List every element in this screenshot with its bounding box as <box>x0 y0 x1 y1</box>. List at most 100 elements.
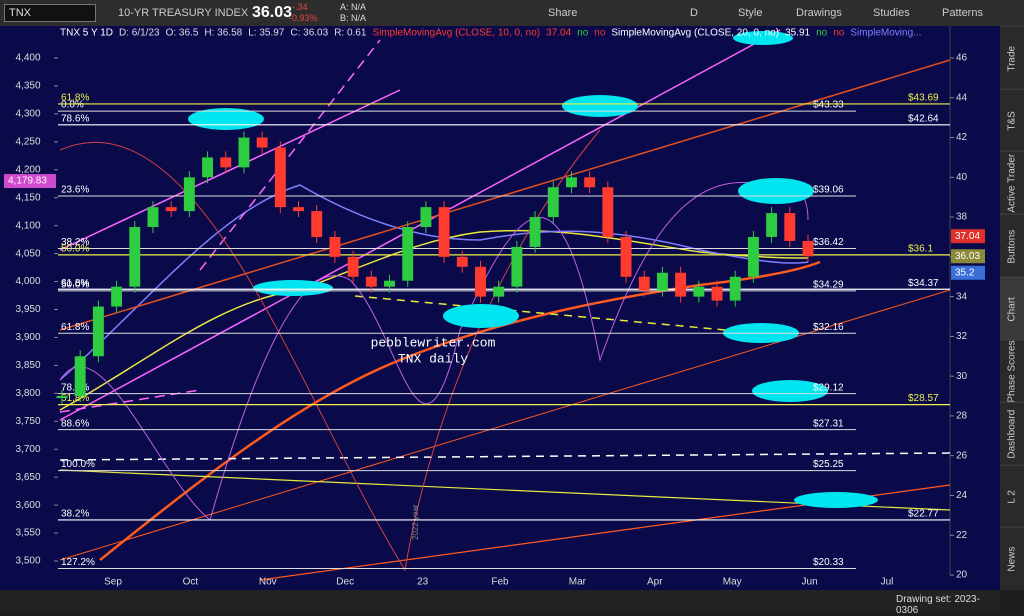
price-tag-label: 35.2 <box>955 267 975 278</box>
legend-text: R: 0.61 <box>334 28 367 39</box>
candle <box>129 227 141 287</box>
studies-button[interactable]: Studies <box>873 7 910 19</box>
candle <box>747 236 759 277</box>
sidebar-tab[interactable]: Chart <box>1000 276 1024 341</box>
candle <box>256 137 268 148</box>
symbol-input[interactable]: TNX <box>4 4 96 22</box>
candle <box>438 207 450 257</box>
y-tick-label: 3,550 <box>15 528 40 539</box>
candle <box>384 280 395 287</box>
price-tag-label: 36.03 <box>955 251 980 262</box>
price-tag <box>951 265 985 280</box>
legend-text: SimpleMoving... <box>850 28 921 39</box>
y-tick-label: 3,950 <box>15 304 40 315</box>
y2-tick-label: 34 <box>956 291 968 302</box>
extension-price: $36.1 <box>908 243 933 254</box>
y2-tick-label: 38 <box>956 212 968 223</box>
fib-price: $27.31 <box>813 418 844 429</box>
candle <box>420 207 432 228</box>
candle <box>74 356 86 397</box>
left-price-tag <box>4 174 56 189</box>
candle <box>675 272 687 297</box>
fib-pct: 0.0% <box>61 100 84 111</box>
candle <box>220 157 232 168</box>
candle <box>402 227 414 281</box>
candle <box>347 256 359 277</box>
sidebar-tab[interactable]: Phase Scores <box>1000 339 1024 403</box>
candle <box>693 286 705 297</box>
legend-text: O: 36.5 <box>166 28 199 39</box>
description: 10-YR TREASURY INDEX <box>118 7 249 19</box>
x-tick-label: Oct <box>183 577 199 588</box>
candle <box>547 187 559 218</box>
sidebar-tab[interactable]: L 2 <box>1000 464 1024 529</box>
candle <box>529 217 541 247</box>
fib-price: $34.29 <box>813 279 844 290</box>
sidebar-tab[interactable]: News <box>1000 527 1024 591</box>
bid: B: N/A <box>340 13 367 23</box>
y2-tick-label: 28 <box>956 411 968 422</box>
extension-price: $28.57 <box>908 393 939 404</box>
fib-pct: 38.2% <box>61 237 89 248</box>
fib-price: $25.25 <box>813 459 844 470</box>
share-button[interactable]: Share <box>548 7 578 19</box>
candle <box>784 213 796 241</box>
status-bar: Drawing set: 2023-0306 <box>0 590 1000 616</box>
sidebar-tab[interactable]: Trade <box>1000 26 1024 90</box>
y2-tick-label: 30 <box>956 371 968 382</box>
indicator-lines <box>59 29 951 581</box>
drawings-button[interactable]: Drawings <box>796 7 842 19</box>
candle <box>475 266 486 297</box>
y-tick-label: 4,300 <box>15 109 40 120</box>
y2-tick-label: 44 <box>956 92 968 103</box>
sidebar-tab[interactable]: Active Trader <box>1000 151 1024 215</box>
fib-pct: 61.8% <box>61 322 89 333</box>
candle <box>729 276 741 301</box>
style-button[interactable]: Style <box>738 7 763 19</box>
patterns-button[interactable]: Patterns <box>942 7 983 19</box>
candle <box>293 207 304 212</box>
sidebar-tab[interactable]: Dashboard <box>1000 402 1024 466</box>
legend-text: no <box>577 28 589 39</box>
y-tick-label: 4,000 <box>15 276 40 287</box>
candle <box>493 286 505 297</box>
sidebar: Trade T&S Active Trader Buttons Chart Phase S… <box>1000 26 1024 591</box>
candle <box>620 236 632 277</box>
y2-tick-label: 26 <box>956 450 968 461</box>
candle <box>92 306 104 357</box>
y-tick-label: 3,800 <box>15 388 40 399</box>
y-tick-label: 4,350 <box>15 81 40 92</box>
sidebar-tab[interactable]: T&S <box>1000 88 1024 153</box>
aggregation-button[interactable]: D <box>690 7 698 19</box>
x-tick-label: Feb <box>491 577 509 588</box>
chart: pebblewriter.com TNX daily 2022 year TNX… <box>0 26 1000 590</box>
y-tick-label: 3,650 <box>15 472 40 483</box>
candle <box>329 236 341 257</box>
fib-price: $20.33 <box>813 557 844 568</box>
y-tick-label: 3,850 <box>15 360 40 371</box>
x-tick-label: May <box>723 577 742 588</box>
fib-price: $32.16 <box>813 322 844 333</box>
extension-pct: 61.8% <box>61 93 89 104</box>
y-tick-label: 4,200 <box>15 164 40 175</box>
candle <box>183 177 195 212</box>
candle <box>802 240 814 257</box>
candle <box>202 157 214 178</box>
candle <box>147 207 159 228</box>
extension-pct: 78.6% <box>61 113 89 124</box>
x-tick-label: 23 <box>417 577 429 588</box>
sidebar-tab[interactable]: Buttons <box>1000 214 1024 278</box>
candle <box>511 246 523 287</box>
candle <box>638 276 650 291</box>
legend-text: C: 36.03 <box>290 28 328 39</box>
candle <box>311 211 323 237</box>
legend-text: H: 36.58 <box>204 28 242 39</box>
y-tick-label: 3,700 <box>15 444 40 455</box>
highlight-ellipses <box>188 31 878 508</box>
last-price: 36.03 <box>252 4 293 21</box>
legend-text: TNX 5 Y 1D <box>60 28 113 39</box>
x-tick-label: Dec <box>336 577 354 588</box>
legend-text: 37.04 <box>546 28 571 39</box>
y2-tick-label: 40 <box>956 172 968 183</box>
